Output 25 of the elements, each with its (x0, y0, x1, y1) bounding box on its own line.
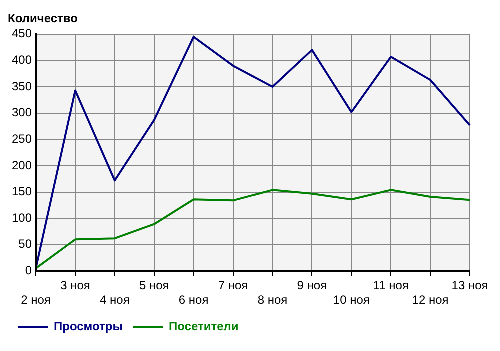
x-tick-label: 7 ноя (218, 278, 248, 293)
y-tick-label: 0 (25, 264, 32, 278)
x-tick-label: 9 ноя (297, 278, 328, 293)
x-tick-label: 10 ноя (333, 293, 370, 308)
y-tick-label: 200 (12, 158, 32, 172)
y-axis-title: Количество (8, 12, 78, 26)
x-tick-label: 8 ноя (258, 293, 288, 308)
x-tick-label: 13 ноя (452, 278, 488, 293)
legend-label: Посетители (169, 319, 239, 334)
y-tick-label: 450 (12, 26, 32, 41)
x-tick-label: 12 ноя (412, 293, 449, 308)
x-tick-label: 3 ноя (60, 278, 90, 293)
y-tick-label: 50 (18, 237, 32, 252)
y-tick-label: 150 (12, 184, 32, 199)
y-tick-label: 250 (12, 132, 32, 146)
y-tick-label: 100 (12, 210, 32, 225)
x-tick-label: 4 ноя (100, 293, 130, 308)
x-tick-label: 5 ноя (139, 278, 170, 293)
x-tick-label: 11 ноя (373, 278, 409, 293)
y-tick-label: 300 (12, 106, 32, 120)
y-tick-label: 350 (12, 79, 32, 94)
y-tick-label: 400 (12, 53, 32, 68)
x-tick-label: 2 ноя (21, 293, 51, 308)
legend-label: Просмотры (54, 319, 124, 334)
x-tick-label: 6 ноя (178, 293, 209, 308)
